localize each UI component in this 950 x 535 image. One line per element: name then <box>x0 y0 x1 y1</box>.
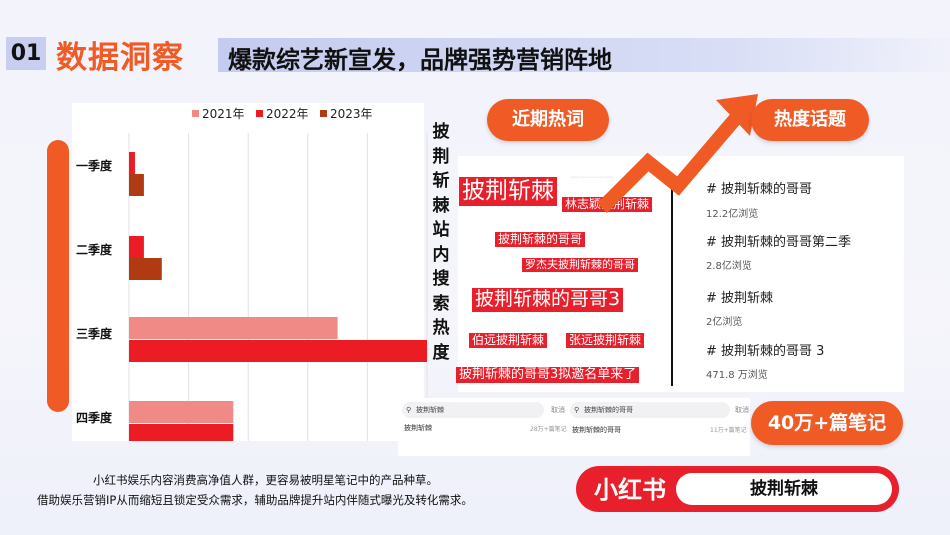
legend-label: 2023年 <box>330 107 373 121</box>
hot-word-tag: 披荆斩棘的哥哥3拟邀名单来了 <box>456 367 640 384</box>
chart-bar <box>129 340 427 362</box>
search-query: 披荆斩棘的哥哥 <box>584 406 633 414</box>
search-query: 披荆斩棘 <box>416 406 444 414</box>
legend-label: 2021年 <box>202 107 245 121</box>
topic-title: # 披荆斩棘的哥哥第二季 <box>706 235 852 250</box>
hot-word-tag: 披荆斩棘 <box>459 177 557 206</box>
search-count: 11万+篇笔记 <box>710 427 747 434</box>
legend-swatch <box>320 110 327 117</box>
category-label: 三季度 <box>76 326 113 341</box>
chart-bar <box>129 152 135 174</box>
hot-word-tag: 披荆斩棘的哥哥 <box>495 232 586 247</box>
topic-views: 2.8亿浏览 <box>706 261 752 272</box>
footer-line-2: 借助娱乐营销IP从而缩短且锁定受众需求，辅助品牌提升站内伴随式曝光及转化需求。 <box>37 493 473 507</box>
notes-count-pill: 40万+篇笔记 <box>751 401 903 445</box>
chart-bar <box>129 258 162 280</box>
search-result[interactable]: 披荆斩棘 <box>404 424 432 432</box>
hot-topics-pill: 热度话题 <box>751 99 869 141</box>
search-bar: ⚲ 披荆斩棘的哥哥 <box>570 402 730 418</box>
chart-bar <box>129 401 234 423</box>
search-bar: ⚲ 披荆斩棘 <box>402 402 544 418</box>
chart-bar <box>129 174 144 196</box>
trend-arrow-icon <box>597 94 758 213</box>
legend-label: 2022年 <box>266 107 309 121</box>
hot-word-tag: 罗杰夫披荆斩棘的哥哥 <box>522 258 638 272</box>
topic-title: # 披荆斩棘 <box>706 291 774 306</box>
panel-divider <box>671 176 673 386</box>
search-icon: ⚲ <box>406 406 412 414</box>
xiaohongshu-logo: 小红书 <box>594 476 666 504</box>
legend-swatch <box>192 110 199 117</box>
cancel-link[interactable]: 取消 <box>735 406 749 414</box>
legend-swatch <box>256 110 263 117</box>
chart-bar <box>129 317 338 339</box>
topic-views: 2亿浏览 <box>706 317 743 328</box>
decorative-side-bar <box>47 140 69 412</box>
section-title: 数据洞察 <box>56 40 184 76</box>
topic-views: 471.8 万浏览 <box>706 370 768 381</box>
subtitle-band <box>218 38 950 72</box>
chart-bar <box>129 236 144 258</box>
search-count: 28万+篇笔记 <box>530 426 567 433</box>
ghost-text: ———— <box>570 170 614 183</box>
brand-keyword: 披荆斩棘 <box>676 473 892 505</box>
hot-word-tag: 伯远披荆斩棘 <box>469 333 548 348</box>
footer-line-1: 小红书娱乐内容消费高净值人群，更容易被明星笔记中的产品种草。 <box>93 473 438 487</box>
recent-hot-words-pill: 近期热词 <box>487 99 609 141</box>
topic-views: 12.2亿浏览 <box>706 209 759 220</box>
topic-title: # 披荆斩棘的哥哥 <box>706 182 813 197</box>
category-label: 二季度 <box>76 242 113 257</box>
section-subtitle: 爆款综艺新宣发，品牌强势营销阵地 <box>228 46 612 74</box>
chart-bar <box>129 424 234 441</box>
section-number: 01 <box>6 37 46 70</box>
search-result[interactable]: 披荆斩棘的哥哥 <box>572 426 621 434</box>
category-label: 一季度 <box>76 158 113 173</box>
cancel-link[interactable]: 取消 <box>551 406 565 414</box>
search-icon: ⚲ <box>574 406 580 414</box>
topic-title: # 披荆斩棘的哥哥 3 <box>706 344 825 359</box>
chart-title-vertical: 披荆斩棘站内搜索热度 <box>432 122 450 363</box>
hot-word-tag: 披荆斩棘的哥哥3 <box>472 288 624 312</box>
hot-word-tag: 张远披荆斩棘 <box>566 333 645 348</box>
category-label: 四季度 <box>76 410 113 425</box>
